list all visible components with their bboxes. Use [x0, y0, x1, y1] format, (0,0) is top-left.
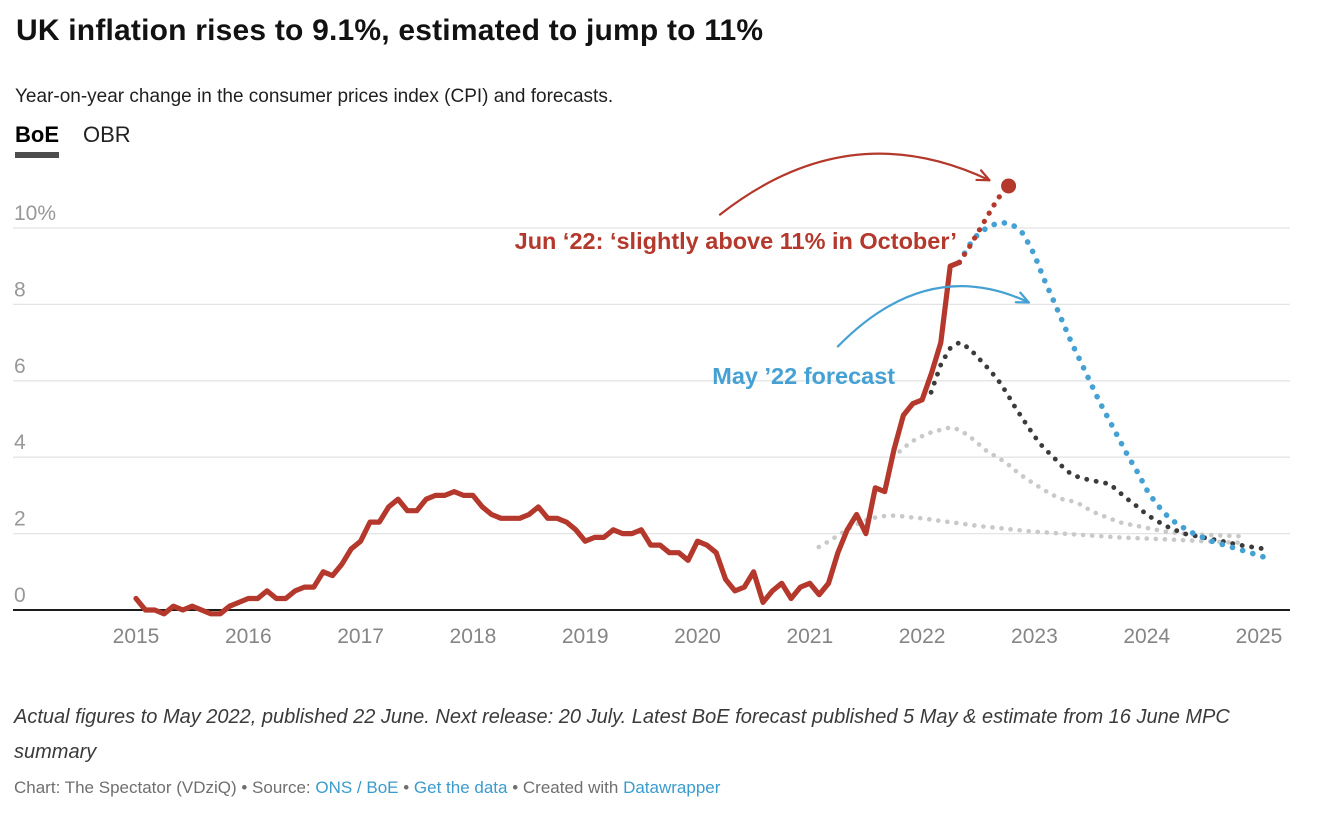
x-tick-label: 2015: [113, 625, 160, 648]
credit-text-1: Chart: The Spectator (VDziQ) • Source:: [14, 778, 316, 797]
y-tick-label: 4: [14, 431, 26, 454]
may22_note-label: May ’22 forecast: [712, 363, 895, 389]
credit-sep-1: •: [398, 778, 414, 797]
jun22_note-arrow: [718, 152, 991, 216]
chart-title: UK inflation rises to 9.1%, estimated to…: [16, 14, 764, 47]
x-tick-label: 2023: [1011, 625, 1058, 648]
series-older_forecast_light_b: [816, 513, 1245, 550]
jun22_note-arrowhead: [975, 169, 991, 182]
chart-credit: Chart: The Spectator (VDziQ) • Source: O…: [14, 778, 1316, 798]
legend-tabs: BoE OBR: [15, 122, 131, 158]
x-tick-label: 2016: [225, 625, 272, 648]
tab-boe-label: BoE: [15, 122, 59, 147]
x-tick-label: 2020: [674, 625, 721, 648]
x-tick-label: 2018: [450, 625, 497, 648]
tab-boe[interactable]: BoE: [15, 122, 59, 158]
tab-obr-label: OBR: [83, 122, 131, 147]
series-may_22_forecast: [956, 219, 1268, 561]
x-tick-label: 2025: [1236, 625, 1283, 648]
chart-subtitle: Year-on-year change in the consumer pric…: [15, 86, 614, 107]
chart-notes: Actual figures to May 2022, published 22…: [14, 706, 1230, 763]
y-tick-label: 8: [14, 278, 26, 301]
y-tick-label: 2: [14, 508, 26, 531]
source-link[interactable]: ONS / BoE: [315, 778, 399, 797]
x-tick-label: 2022: [899, 625, 946, 648]
tab-active-underline: [15, 152, 59, 158]
x-tick-label: 2017: [337, 625, 384, 648]
series-end-dot: [1001, 178, 1017, 194]
tab-obr[interactable]: OBR: [83, 122, 131, 154]
jun22_note-label: Jun ‘22: ‘slightly above 11% in October’: [515, 228, 957, 254]
line-chart: 10% 8 6 4 2 0 2015 2016 2017 2018 2019 2020 2021 2022…: [13, 152, 1290, 648]
series-older_forecast_dark: [928, 340, 1267, 552]
x-tick-label: 2019: [562, 625, 609, 648]
credit-text-2: • Created with: [507, 778, 624, 797]
may22_note-arrowhead: [1014, 291, 1030, 304]
x-tick-label: 2024: [1123, 625, 1170, 648]
y-tick-label: 6: [14, 355, 26, 378]
series-older_forecast_light_a: [897, 425, 1243, 539]
y-tick-label: 10%: [14, 202, 56, 225]
x-tick-label: 2021: [786, 625, 833, 648]
datawrapper-link[interactable]: Datawrapper: [623, 778, 721, 797]
may22_note-arrow: [836, 285, 1030, 348]
series-cpi_actual: [133, 259, 963, 617]
get-the-data-link[interactable]: Get the data: [413, 778, 508, 797]
y-tick-label: 0: [14, 584, 26, 607]
plot-area: 10% 8 6 4 2 0 2015 2016 2017 2018 2019 2020 2021 2022…: [0, 140, 1326, 660]
